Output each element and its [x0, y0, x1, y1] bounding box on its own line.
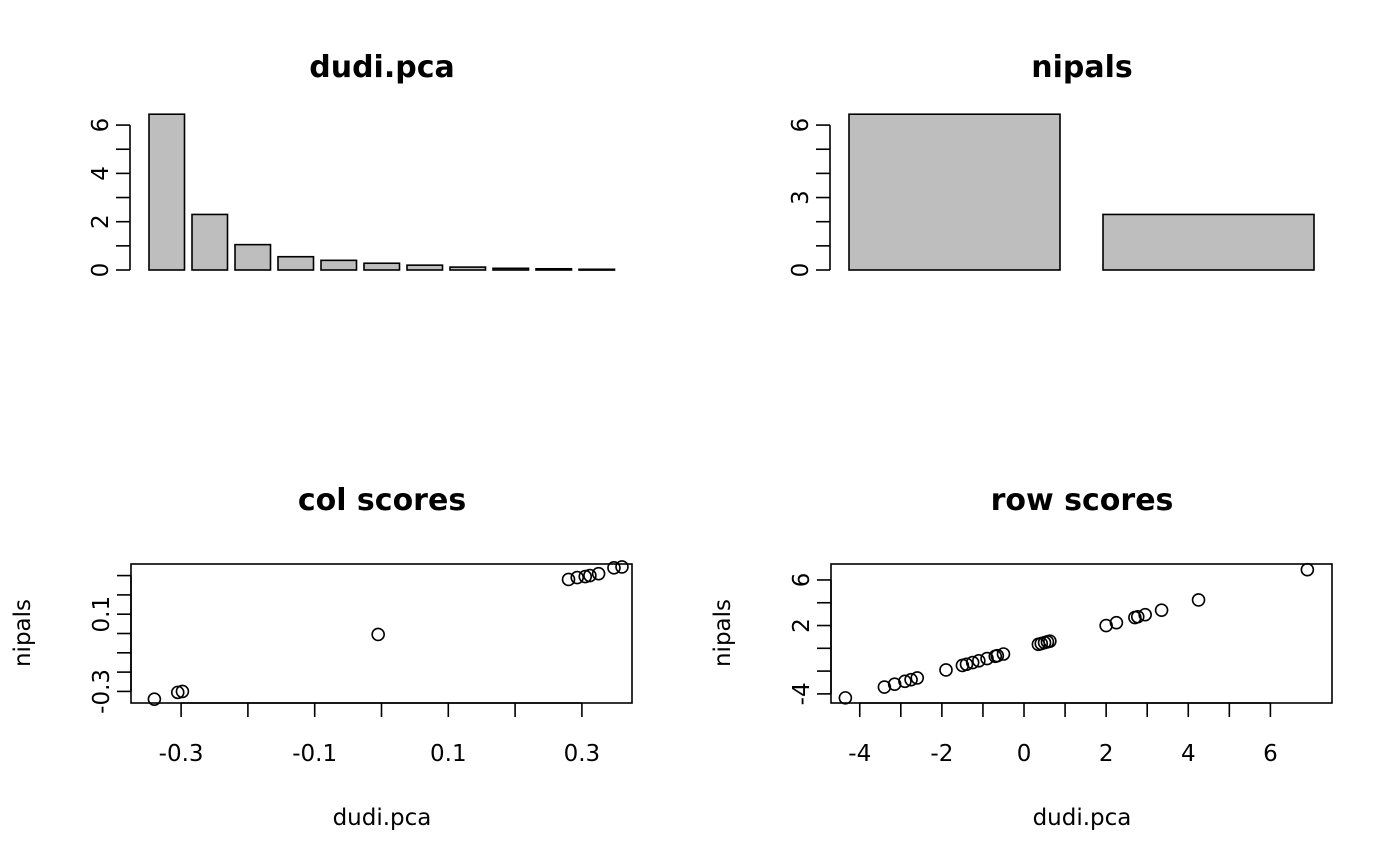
x-tick-label: 4 — [1181, 741, 1196, 767]
bar — [320, 259, 358, 271]
y-tick-label: 4 — [88, 166, 114, 181]
data-point — [980, 651, 994, 666]
chart-title: dudi.pca — [309, 50, 455, 85]
chart-title: row scores — [991, 483, 1174, 518]
data-point — [990, 648, 1005, 663]
bar — [1102, 213, 1315, 271]
data-point — [561, 572, 576, 587]
data-point — [170, 685, 185, 700]
data-point — [972, 654, 986, 668]
data-point — [877, 680, 892, 694]
bar — [148, 113, 186, 271]
data-point — [615, 560, 629, 574]
x-tick-label: -4 — [848, 741, 871, 767]
data-point — [1130, 609, 1145, 624]
data-point — [1154, 603, 1169, 617]
data-point — [147, 692, 162, 706]
data-point — [607, 561, 621, 575]
data-point — [1099, 618, 1113, 633]
data-point — [996, 647, 1011, 661]
data-point — [887, 677, 902, 692]
y-tick-label: 6 — [88, 118, 114, 133]
data-point — [898, 674, 912, 689]
bar — [492, 267, 530, 271]
chart-title: nipals — [1031, 50, 1133, 85]
panel-col-scores: col scores dudi.pca nipals -0.3 -0.1 0.1 0.… — [10, 483, 633, 831]
x-tick-label: 0 — [1017, 741, 1032, 767]
data-point — [959, 657, 974, 672]
y-tick-label: 3 — [788, 190, 814, 205]
data-point — [939, 663, 953, 677]
data-point — [1109, 615, 1124, 630]
data-point — [570, 570, 585, 585]
y-tick-label: -0.3 — [89, 669, 115, 714]
y-tick-label: 0.1 — [89, 596, 115, 633]
y-tick-label: 0 — [788, 263, 814, 278]
bar — [848, 113, 1061, 271]
x-tick-label: 0.3 — [564, 741, 601, 767]
data-point — [1043, 634, 1057, 648]
bar — [234, 243, 272, 271]
bar — [363, 262, 401, 271]
data-point — [1138, 607, 1152, 622]
bar — [535, 267, 573, 271]
x-tick-label: -0.3 — [159, 741, 204, 767]
data-point — [583, 568, 597, 583]
y-tick-label: 0 — [88, 263, 114, 278]
bar — [578, 268, 616, 271]
bar — [406, 264, 444, 271]
y-axis-label: nipals — [710, 599, 736, 667]
data-point — [1300, 562, 1315, 577]
y-tick-label: 2 — [88, 214, 114, 229]
y-tick-label: 6 — [789, 573, 815, 588]
x-tick-label: -2 — [930, 741, 953, 767]
data-point — [904, 672, 918, 687]
x-tick-label: 0.1 — [430, 741, 467, 767]
x-axis-label: dudi.pca — [333, 805, 432, 831]
y-tick-label: 6 — [788, 118, 814, 133]
data-point — [371, 627, 385, 642]
x-tick-label: 2 — [1099, 741, 1114, 767]
y-tick-label: 2 — [789, 618, 815, 633]
bar — [449, 266, 487, 271]
y-tick-label: -4 — [789, 682, 815, 705]
bar — [191, 213, 229, 271]
data-point — [1191, 593, 1206, 607]
data-point — [838, 691, 853, 705]
panel-dudi-pca-eigenvalues: dudi.pca 0 2 4 6 — [88, 50, 616, 278]
chart-title: col scores — [298, 483, 466, 518]
data-point — [175, 684, 190, 699]
bar — [277, 255, 315, 271]
panel-nipals-eigenvalues: nipals 0 3 6 — [788, 50, 1315, 278]
panel-row-scores: row scores dudi.pca nipals -4 -2 0 2 4 6 -4 2 6 — [710, 483, 1333, 831]
data-point — [910, 671, 925, 685]
y-axis-label: nipals — [10, 599, 36, 667]
x-axis-label: dudi.pca — [1033, 805, 1132, 831]
plot-frame — [130, 563, 633, 704]
data-point — [591, 566, 606, 581]
x-tick-label: -0.1 — [292, 741, 337, 767]
x-tick-label: 6 — [1263, 741, 1278, 767]
data-point — [578, 569, 593, 584]
data-point — [965, 655, 980, 670]
